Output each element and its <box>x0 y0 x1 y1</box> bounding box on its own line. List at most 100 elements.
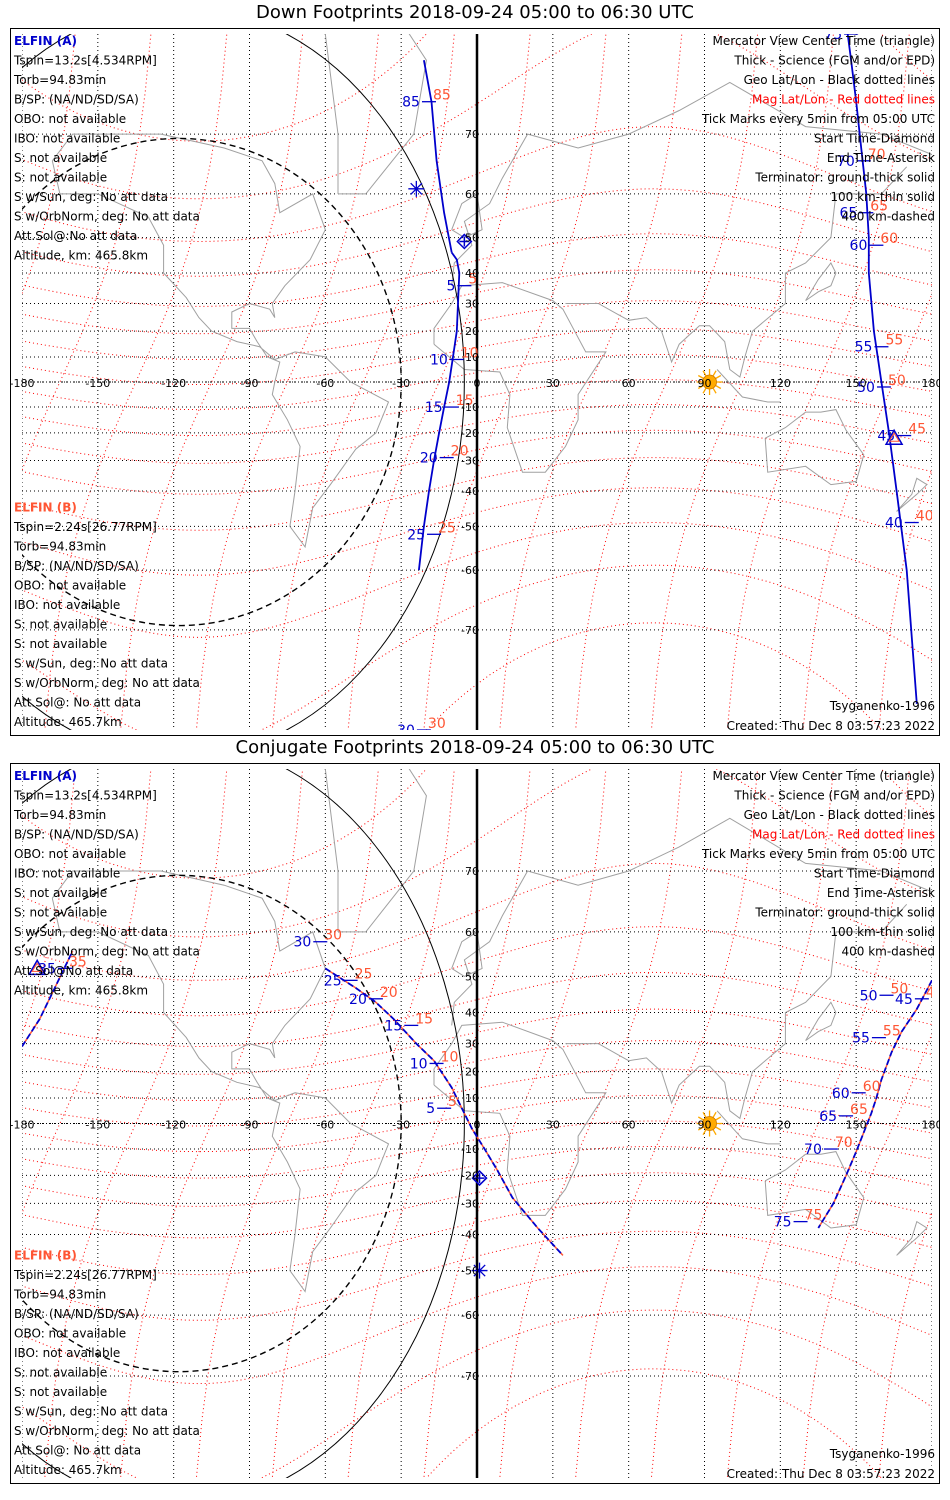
lat-tick-label: -50 <box>461 520 479 533</box>
conjugate-footprints-plot: 30 30 25 25 20 20 15 15 10 10 5 5 50 50 55 55 60 60 65 65 70… <box>10 763 940 1484</box>
coastline <box>896 1220 928 1256</box>
tick-label-b: 20 <box>451 444 469 460</box>
elfin-a-info-line: Tspin=13.2s[4.534RPM] <box>13 789 157 803</box>
tick-label-a: 45 <box>877 429 895 445</box>
lat-tick-label: -70 <box>461 624 479 637</box>
elfin-b-name: ELFIN (B) <box>14 1249 77 1263</box>
tick-label-b: 25 <box>355 966 373 982</box>
lat-tick-label: -70 <box>461 1370 479 1383</box>
elfin-b-info-line: OBO: not available <box>14 579 126 593</box>
lat-tick-label: 10 <box>465 351 479 364</box>
legend-line: Terminator: ground-thick solid <box>754 906 935 920</box>
elfin-a-info-line: OBO: not available <box>14 112 126 126</box>
lon-tick-label: -150 <box>85 377 110 390</box>
sun-ray <box>715 1126 722 1131</box>
lat-tick-label: -50 <box>461 1265 479 1278</box>
coastline <box>896 477 928 512</box>
legend-line: Thick - Science (FGM and/or EPD) <box>733 789 935 803</box>
lon-tick-label: -120 <box>161 377 186 390</box>
sun-ray <box>715 384 722 390</box>
tick-label-a: 75 <box>824 28 842 43</box>
legend-line: Geo Lat/Lon - Black dotted lines <box>744 808 935 822</box>
lat-tick-label: 30 <box>465 298 479 311</box>
lat-tick-label: -40 <box>461 1229 479 1242</box>
elfin-b-info-line: IBO: not available <box>14 598 120 612</box>
tick-label-a: 30 <box>293 935 311 951</box>
down-map-svg: 85 85 55 10 10 15 15 20 20 25 25 30 30 75 75 70 70 65 65 60… <box>10 28 940 736</box>
elfin-a-info-line: B/SP: (NA/ND/SD/SA) <box>14 93 139 107</box>
lat-tick-label: -20 <box>461 1169 479 1182</box>
elfin-a-trajectory <box>22 950 74 1047</box>
lon-tick-label: 30 <box>546 377 560 390</box>
start-diamond <box>471 1170 488 1187</box>
tick-label-a: 85 <box>402 95 420 111</box>
tick-label-b: 50 <box>888 373 906 389</box>
elfin-a-info-line: S w/OrbNorm, deg: No att data <box>14 210 200 224</box>
elfin-b-info-line: Tspin=2.24s[26.77RPM] <box>13 1268 157 1282</box>
elfin-b-info-line: Torb=94.83min <box>13 540 106 554</box>
lat-tick-label: 70 <box>465 128 479 141</box>
tick-label-b: 15 <box>456 393 474 409</box>
tick-label-a: 55 <box>855 340 873 356</box>
elfin-a-info-line: Altitude, km: 465.8km <box>14 249 148 263</box>
tick-label-b: 30 <box>324 928 342 944</box>
tick-label-b: 70 <box>868 147 886 163</box>
lat-tick-label: 70 <box>465 865 479 878</box>
lon-tick-label: 90 <box>698 1119 712 1132</box>
down-panel-title: Down Footprints 2018-09-24 05:00 to 06:3… <box>256 2 694 23</box>
tick-label-a: 15 <box>384 1018 402 1034</box>
tick-label-b: 5 <box>468 272 477 288</box>
lat-tick-label: 40 <box>465 267 479 280</box>
lat-tick-label: 60 <box>465 188 479 201</box>
lat-tick-label: -40 <box>461 485 479 498</box>
tick-label-b: 65 <box>870 199 888 215</box>
sun-ray <box>702 370 707 377</box>
mag-lon-line <box>575 34 759 730</box>
elfin-b-info-line: Altitude: 465.7km <box>14 715 122 729</box>
tick-label-b: 65 <box>850 1102 868 1118</box>
lat-tick-label: -10 <box>461 401 479 414</box>
sun-ray <box>697 1126 704 1131</box>
mag-lon-line <box>726 34 910 730</box>
legend-line: 400 km-dashed <box>841 945 935 959</box>
elfin-b-info-line: Torb=94.83min <box>13 1288 106 1302</box>
tick-label-b: 75 <box>805 1208 823 1224</box>
elfin-a-info-line: Att.Sol@:No att data <box>14 229 137 243</box>
tick-label-b: 55 <box>885 333 903 349</box>
elfin-b-info-line: S w/OrbNorm, deg: No att data <box>14 1424 200 1438</box>
tick-label-a: 50 <box>857 380 875 396</box>
elfin-a-info-line: B/SP: (NA/ND/SD/SA) <box>14 828 139 842</box>
lat-tick-label: -10 <box>461 1143 479 1156</box>
coastline <box>716 1110 781 1145</box>
start-diamond <box>456 233 473 250</box>
legend-line: Geo Lat/Lon - Black dotted lines <box>744 73 935 87</box>
lat-tick-label: 40 <box>465 1006 479 1019</box>
coastline <box>324 34 427 195</box>
elfin-b-info-line: Altitude: 465.7km <box>14 1463 122 1477</box>
legend-line: 100 km-thin solid <box>830 925 935 939</box>
elfin-b-info-line: B/SP: (NA/ND/SD/SA) <box>14 559 139 573</box>
down-footprints-plot: 85 85 55 10 10 15 15 20 20 25 25 30 30 75 75 70 70 65 65 60… <box>10 28 940 736</box>
lon-tick-label: -30 <box>392 377 410 390</box>
lat-tick-label: 30 <box>465 1038 479 1051</box>
tick-label-a: 15 <box>425 400 443 416</box>
elfin-b-info-line: B/SP: (NA/ND/SD/SA) <box>14 1307 139 1321</box>
coastline <box>716 369 781 403</box>
center-triangle-b <box>31 962 44 972</box>
coastline <box>433 1021 607 1216</box>
lon-tick-label: -150 <box>85 1119 110 1132</box>
lat-tick-label: 50 <box>465 232 479 245</box>
lat-tick-label: -60 <box>461 564 479 577</box>
tick-label-b: 70 <box>835 1135 853 1151</box>
lon-tick-label: -180 <box>10 1119 34 1132</box>
tick-label-b: 45 <box>908 422 926 438</box>
lon-tick-label: -90 <box>241 1119 259 1132</box>
lon-tick-label: 120 <box>770 377 791 390</box>
sun-ray <box>712 387 717 394</box>
elfin-a-info-line: S w/Sun, deg: No att data <box>14 925 168 939</box>
legend-line: Start Time-Diamond <box>814 132 935 146</box>
coastline <box>565 166 908 378</box>
legend-line: Mag Lat/Lon - Red dotted lines <box>752 93 935 107</box>
elfin-a-info-line: S: not available <box>14 171 107 185</box>
tick-label-b: 40 <box>916 509 934 525</box>
